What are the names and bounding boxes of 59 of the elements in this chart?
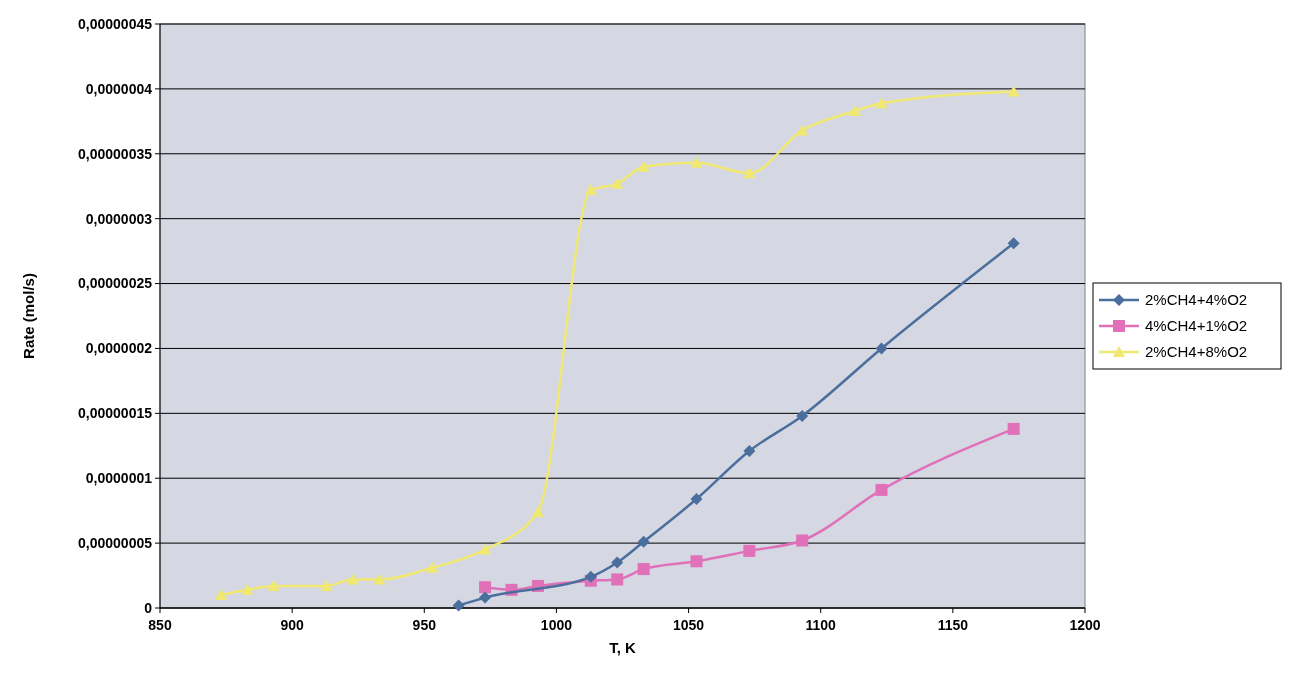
legend-label: 4%CH4+1%O2 (1145, 317, 1248, 335)
point (611, 177, 624, 189)
point (690, 156, 703, 168)
y-tick-label: 0,00000015 (78, 405, 153, 422)
point (875, 342, 888, 355)
point (479, 591, 492, 604)
y-axis-title: Rate (mol/s) (20, 273, 37, 359)
x-tick-label: 1000 (540, 617, 573, 633)
point (214, 589, 227, 601)
point (743, 444, 756, 457)
point (743, 544, 756, 557)
point (796, 534, 809, 547)
point (875, 483, 888, 496)
x-tick-label: 900 (280, 617, 305, 633)
point (637, 563, 650, 576)
point (584, 570, 597, 583)
x-tick-label: 1150 (937, 617, 969, 633)
point (346, 573, 359, 585)
y-tick-label: 0,0000001 (85, 470, 153, 487)
y-tick-label: 0,00000045 (78, 15, 153, 32)
point (796, 409, 809, 422)
point (452, 599, 465, 612)
y-tick-label: 0 (144, 599, 153, 616)
point (637, 535, 650, 548)
point (241, 583, 254, 595)
x-tick-label: 1200 (1069, 617, 1101, 633)
point (1007, 237, 1020, 250)
y-tick-label: 0,0000003 (85, 210, 153, 227)
point (849, 104, 862, 116)
legend-label: 2%CH4+4%O2 (1145, 291, 1248, 309)
point (1007, 422, 1020, 435)
point (531, 505, 544, 517)
y-tick-label: 0,0000002 (85, 340, 153, 357)
point (584, 184, 597, 196)
x-tick-label: 950 (412, 617, 437, 633)
point (479, 543, 492, 555)
point (479, 581, 492, 594)
point (637, 160, 650, 172)
x-tick-label: 1050 (672, 617, 705, 633)
legend-label: 2%CH4+8%O2 (1145, 343, 1248, 361)
point (875, 97, 888, 109)
point (690, 555, 703, 568)
point (1007, 85, 1020, 97)
x-axis-title: T, K (609, 639, 636, 656)
point (426, 561, 439, 573)
point (796, 124, 809, 136)
point (373, 573, 386, 585)
point (743, 167, 756, 179)
point (611, 556, 624, 569)
y-tick-label: 0,00000035 (78, 145, 153, 162)
x-tick-label: 1100 (805, 617, 837, 633)
y-tick-label: 0,00000005 (78, 535, 153, 552)
point (611, 573, 624, 586)
y-tick-label: 0,00000025 (78, 275, 153, 292)
point (320, 579, 333, 591)
point (267, 579, 280, 591)
x-tick-label: 850 (148, 617, 172, 633)
point (690, 492, 703, 505)
y-tick-label: 0,0000004 (85, 80, 153, 97)
